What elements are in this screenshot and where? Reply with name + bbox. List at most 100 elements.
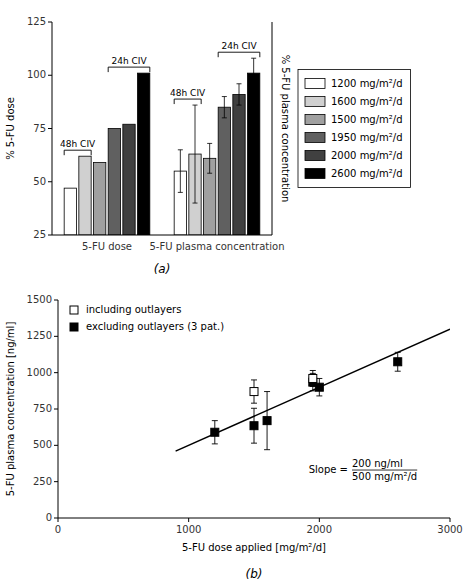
error-bar-cap [251,403,257,404]
bracket [64,150,91,155]
error-bar-cap [222,96,227,97]
point [211,428,219,436]
bar [138,73,150,235]
error-bar-cap [237,83,242,84]
x-tick-label: 5-FU plasma concentration [150,241,285,252]
y-tick [48,75,52,76]
y-tick-label: 25 [33,229,46,240]
y-tick-label: 250 [33,476,52,487]
y-tick [48,235,52,236]
point [250,422,258,430]
x-tick-label: 3000 [437,524,462,535]
bracket [108,67,150,72]
y-tick [54,445,58,446]
bar [248,73,260,235]
bracket-leg [64,150,65,155]
annotation: Slope = [309,464,348,475]
error-bar [251,380,257,403]
error-bar-cap [251,88,256,89]
bar [123,124,135,235]
error-bar-cap [251,379,257,380]
y-tick-label: 1500 [27,294,52,305]
error-bar-stem [253,58,254,88]
y2-axis-line [272,22,273,235]
bar [64,188,76,235]
y-tick-label: 750 [33,403,52,414]
x-tick-label: 5-FU dose [82,241,132,252]
y-tick-label: 50 [33,176,46,187]
bracket-line [174,99,201,100]
error-bar-stem [224,97,225,118]
x-tick-label: 2000 [307,524,332,535]
error-bar-cap [310,370,316,371]
legend-label: 1200 mg/m²/d [331,78,403,89]
error-bar-cap [251,443,257,444]
error-bar-cap [212,443,218,444]
error-bar [207,143,212,173]
legend-label: 1950 mg/m²/d [331,132,403,143]
x-axis-label: 5-FU dose applied [mg/m²/d] [182,542,326,553]
annotation-numerator: 200 ng/ml [352,458,403,469]
error-bar [251,58,256,88]
y-axis-label: % 5-FU dose [5,97,16,160]
panel-a: 2550751001255-FU dose5-FU plasma concent… [5,16,411,276]
legend-label: 2600 mg/m²/d [331,168,403,179]
error-bar [395,352,401,371]
error-bar-stem [180,150,181,193]
legend-label: excluding outlayers (3 pat.) [86,321,224,332]
bracket [174,99,201,104]
legend-swatch [305,133,325,143]
error-bar [310,370,316,386]
legend-swatch [305,151,325,161]
annotation: 24h CIV [111,56,147,66]
error-bar-cap [395,352,401,353]
y-tick-label: 0 [46,512,52,523]
error-bar-cap [251,408,257,409]
error-bar-stem [239,84,240,105]
bracket-leg [259,52,260,57]
legend-swatch [305,79,325,89]
bar [94,163,106,235]
y-tick [54,300,58,301]
slope-annotation: Slope =200 ng/ml500 mg/m²/d [309,458,418,482]
panel-b: 025050075010001250150001000200030005-FU … [5,294,463,581]
annotation: 48h CIV [60,139,96,149]
legend: 1200 mg/m²/d1600 mg/m²/d1500 mg/m²/d1950… [298,70,411,188]
x-tick [319,518,320,522]
y-tick [48,181,52,182]
y-tick-label: 1000 [27,367,52,378]
error-bar [251,408,257,443]
legend: including outlayersexcluding outlayers (… [70,304,224,332]
y-tick-label: 100 [27,69,46,80]
point [315,383,323,391]
x-tick [58,518,59,522]
subtitle: (b) [246,567,263,581]
bar [79,156,91,235]
y-tick [48,22,52,23]
legend-marker [70,306,78,314]
error-bar-cap [251,58,256,59]
subtitle: (a) [154,262,171,276]
error-bar [178,150,183,193]
legend-swatch [305,97,325,107]
bracket-line [218,52,260,53]
y-tick-label: 1250 [27,330,52,341]
legend-swatch [305,169,325,179]
error-bar-cap [193,105,198,106]
error-bar-cap [310,386,316,387]
x-axis-line [52,235,272,236]
legend-label: 2000 mg/m²/d [331,150,403,161]
annotation: 48h CIV [170,88,206,98]
legend-frame [298,70,411,188]
error-bar-cap [264,391,270,392]
error-bar-cap [395,371,401,372]
legend-label: 1600 mg/m²/d [331,96,403,107]
legend-swatch [305,115,325,125]
error-bar [222,97,227,118]
error-bar-cap [237,105,242,106]
y-tick-label: 125 [27,16,46,27]
y-tick [54,336,58,337]
error-bar-cap [178,192,183,193]
bracket-line [64,150,91,151]
y-tick [54,409,58,410]
